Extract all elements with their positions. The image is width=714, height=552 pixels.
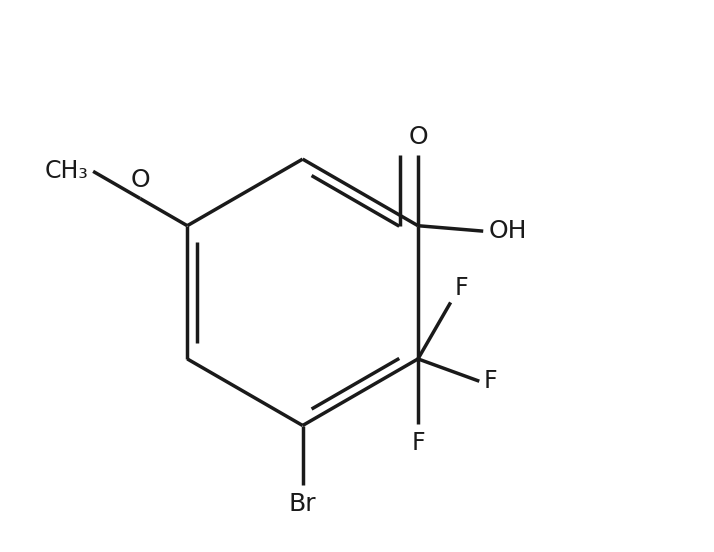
Text: F: F xyxy=(483,369,497,393)
Text: OH: OH xyxy=(488,219,527,243)
Text: O: O xyxy=(131,168,150,192)
Text: F: F xyxy=(411,431,425,455)
Text: F: F xyxy=(455,275,468,300)
Text: O: O xyxy=(408,125,428,148)
Text: CH₃: CH₃ xyxy=(45,160,89,183)
Text: Br: Br xyxy=(289,492,316,516)
